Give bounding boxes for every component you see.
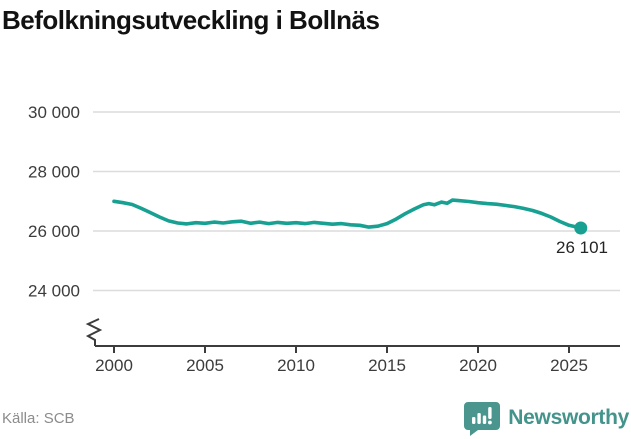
x-tick-label: 2005 xyxy=(186,356,224,375)
bar-chart-speech-bubble-icon xyxy=(464,401,501,436)
x-tick-label: 2015 xyxy=(368,356,406,375)
y-tick-label: 30 000 xyxy=(28,103,80,122)
footer: Källa: SCB Newsworthy xyxy=(0,399,631,437)
y-tick-label: 24 000 xyxy=(28,282,80,301)
population-line-chart: 24 000 26 000 28 000 30 000 2000 2005 2010 2015… xyxy=(28,103,620,375)
source-label: Källa: SCB xyxy=(2,409,75,427)
x-tick-label: 2020 xyxy=(459,356,497,375)
x-tick-label: 2000 xyxy=(95,356,133,375)
population-line xyxy=(112,198,583,230)
brand-logo: Newsworthy xyxy=(464,401,629,436)
page-title: Befolkningsutveckling i Bollnäs xyxy=(2,5,380,35)
y-tick-label: 28 000 xyxy=(28,163,80,182)
axis-break-icon xyxy=(85,318,103,346)
y-tick-label: 26 000 xyxy=(28,222,80,241)
end-point-dot xyxy=(574,221,588,235)
x-tick-label: 2010 xyxy=(277,356,315,375)
x-tick-label: 2025 xyxy=(550,356,588,375)
end-value-label: 26 101 xyxy=(556,238,608,257)
brand-name: Newsworthy xyxy=(508,406,629,429)
